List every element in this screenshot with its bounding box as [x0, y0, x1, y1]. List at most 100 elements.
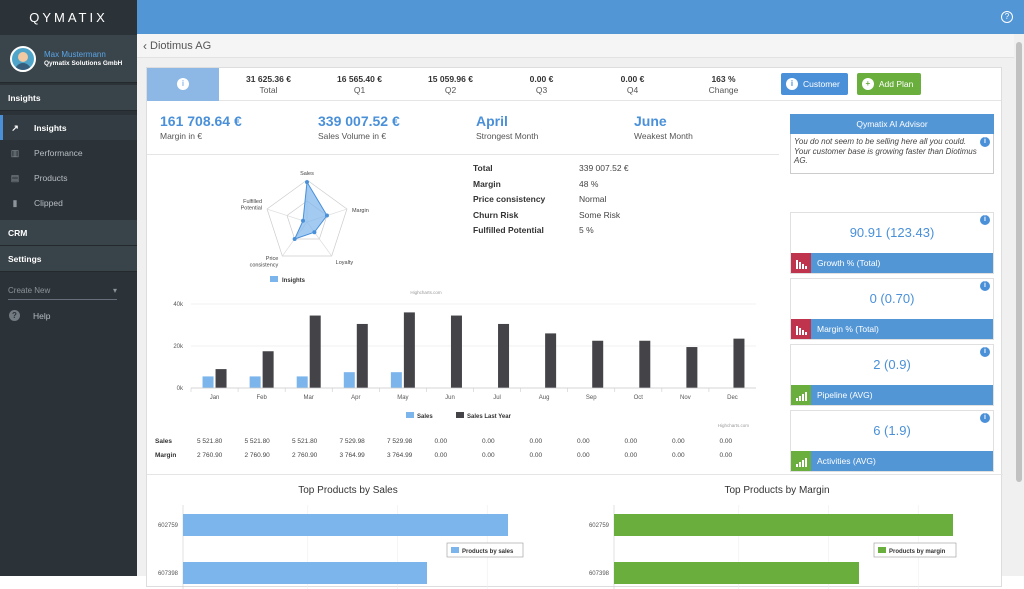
table-row: Price consistency Normal — [473, 194, 629, 210]
row-key: Churn Risk — [473, 209, 519, 220]
sidebar-item-label: Products — [34, 172, 68, 183]
bar-last-year-jun[interactable] — [450, 315, 462, 388]
bar-last-year-jul[interactable] — [498, 323, 510, 388]
product-label: 607398 — [589, 571, 610, 577]
metric-label-bar: Activities (AVG) — [791, 451, 993, 471]
nav-section-settings[interactable]: Settings — [0, 246, 137, 272]
bar-last-year-oct[interactable] — [639, 340, 651, 388]
user-profile[interactable]: Max Mustermann Qymatix Solutions GmbH — [0, 35, 137, 83]
legend-insights[interactable]: Insights — [282, 278, 306, 284]
metric-value: 0 (0.70) — [869, 291, 915, 306]
sidebar-item-insights[interactable]: ↗ Insights — [0, 115, 137, 140]
scrollbar[interactable] — [1014, 34, 1024, 576]
nav-section-crm[interactable]: CRM — [0, 220, 137, 246]
advisor-text: You do not seem to be selling here all y… — [794, 137, 977, 165]
info-icon[interactable]: i — [980, 413, 990, 423]
row-value: Normal — [579, 194, 607, 204]
add-plan-button[interactable]: + Add Plan — [856, 73, 922, 95]
radar-point — [305, 180, 309, 185]
bar-sales-jan[interactable] — [202, 376, 214, 388]
bar-last-year-may[interactable] — [403, 312, 415, 388]
bar-last-year-sep[interactable] — [592, 340, 604, 388]
nav-section-insights[interactable]: Insights — [0, 85, 137, 111]
legend-sales[interactable]: Products by sales — [462, 549, 514, 555]
table-cell: 5 521.80 — [292, 437, 318, 445]
kpi-value: 163 % — [711, 73, 736, 84]
back-icon[interactable]: ‹ — [143, 38, 147, 53]
bar-last-year-mar[interactable] — [309, 315, 321, 388]
legend-sales[interactable]: Sales — [417, 414, 433, 420]
bar-last-year-apr[interactable] — [356, 323, 368, 388]
sidebar-item-clipped[interactable]: ▮ Clipped — [0, 190, 137, 215]
row-label: Sales — [155, 437, 172, 445]
bookmark-icon: ▮ — [12, 197, 18, 208]
radar-point — [301, 218, 306, 223]
table-row: Fulfilled Potential 5 % — [473, 225, 629, 241]
customer-button[interactable]: i Customer — [781, 73, 848, 95]
radar-grid — [266, 179, 348, 257]
ai-advisor: Qymatix AI Advisor You do not seem to be… — [790, 114, 994, 174]
metric-label-bar: Margin % (Total) — [791, 319, 993, 339]
info-icon[interactable]: i — [980, 137, 990, 147]
summary-value: June — [634, 113, 667, 129]
list-icon: ▤ — [10, 172, 20, 183]
kpi-total: 31 625.36 € Total — [223, 74, 314, 95]
metric-label: Margin % (Total) — [817, 324, 879, 334]
bar-last-year-feb[interactable] — [262, 351, 274, 388]
table-row: Total 339 007.52 € — [473, 163, 629, 179]
table-row: Churn Risk Some Risk — [473, 210, 629, 226]
info-icon[interactable]: i — [980, 215, 990, 225]
bars-up-icon — [791, 451, 811, 471]
summary-value: April — [476, 113, 508, 129]
legend-last-year[interactable]: Sales Last Year — [467, 414, 512, 420]
row-key: Margin — [473, 178, 501, 189]
product-bar-margin[interactable] — [614, 562, 859, 584]
bar-last-year-nov[interactable] — [686, 347, 698, 388]
plus-icon: + — [861, 78, 874, 90]
table-cell: 7 529.98 — [339, 437, 365, 445]
bar-sales-feb[interactable] — [249, 376, 261, 388]
bar-last-year-aug[interactable] — [545, 333, 557, 388]
product-bar-sales[interactable] — [183, 562, 427, 584]
advisor-body: You do not seem to be selling here all y… — [790, 134, 994, 174]
bar-sales-apr[interactable] — [343, 372, 355, 388]
customer-panel: i 31 625.36 € Total 16 565.40 € Q1 15 059.… — [146, 67, 1003, 589]
help-link[interactable]: ? Help — [0, 310, 137, 321]
product-bar-margin[interactable] — [614, 514, 953, 536]
product-bar-sales[interactable] — [183, 514, 508, 536]
radar-point — [324, 213, 329, 218]
row-label: Margin — [155, 451, 177, 459]
metric-label: Activities (AVG) — [817, 456, 876, 466]
bar-sales-mar[interactable] — [296, 376, 308, 388]
bar-last-year-dec[interactable] — [733, 338, 745, 388]
kpi-label: Q3 — [535, 84, 548, 95]
summary-value: 339 007.52 € — [318, 113, 400, 129]
scrollbar-thumb[interactable] — [1016, 42, 1022, 482]
top-products-section: Top Products by Sales Top Products by Ma… — [147, 474, 1003, 589]
create-new-select[interactable]: Create New ▾ — [8, 286, 117, 300]
radar-label: Loyalty — [336, 260, 354, 266]
bar-last-year-jan[interactable] — [215, 369, 227, 388]
sidebar-item-performance[interactable]: ▥ Performance — [0, 140, 137, 165]
sidebar-item-label: Clipped — [34, 197, 63, 208]
sidebar-item-products[interactable]: ▤ Products — [0, 165, 137, 190]
legend-swatch — [451, 547, 459, 553]
metric-card-growth: i 90.91 (123.43) Growth % (Total) — [790, 212, 994, 274]
info-tile[interactable]: i — [147, 67, 219, 101]
info-icon[interactable]: i — [980, 281, 990, 291]
x-tick-label: Dec — [727, 395, 738, 401]
help-label: Help — [33, 310, 51, 321]
metric-label: Growth % (Total) — [817, 258, 881, 268]
help-icon[interactable]: ? — [1001, 11, 1013, 23]
summary-sales-volume: 339 007.52 € Sales Volume in € — [318, 113, 400, 141]
bar-sales-may[interactable] — [390, 372, 402, 388]
info-icon[interactable]: i — [980, 347, 990, 357]
legend-margin[interactable]: Products by margin — [889, 549, 946, 555]
summary-margin: 161 708.64 € Margin in € — [160, 113, 242, 141]
summary-label: Strongest Month — [476, 131, 539, 141]
x-tick-label: Apr — [351, 395, 360, 401]
kpi-q1: 16 565.40 € Q1 — [314, 74, 405, 95]
metric-label-bar: Pipeline (AVG) — [791, 385, 993, 405]
x-tick-label: Jan — [210, 395, 220, 401]
sidebar-item-label: Performance — [34, 147, 83, 158]
